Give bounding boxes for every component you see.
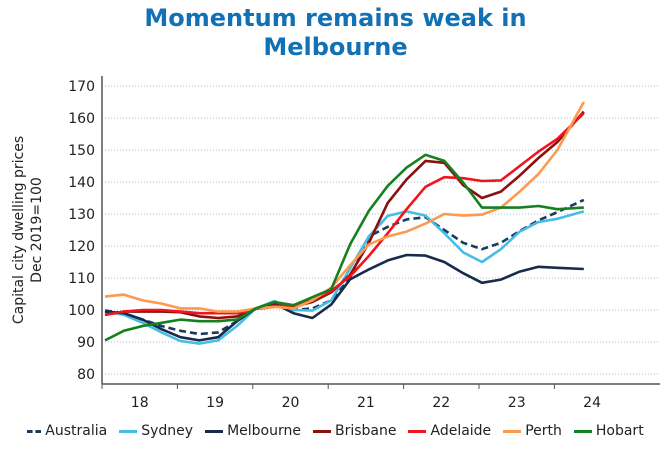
legend-label: Melbourne bbox=[227, 423, 301, 439]
legend-label: Sydney bbox=[141, 423, 194, 439]
legend-label: Perth bbox=[525, 423, 562, 439]
legend-swatch bbox=[205, 429, 224, 433]
series-line-australia bbox=[104, 198, 585, 336]
legend-label: Australia bbox=[45, 423, 108, 439]
y-tick-label: 90 bbox=[77, 335, 95, 351]
y-axis-label-line-2: Dec 2019=100 bbox=[29, 177, 45, 283]
y-tick-label: 150 bbox=[68, 143, 95, 159]
y-axis-label-line-1: Capital city dwelling prices bbox=[11, 136, 27, 324]
series-line-hobart bbox=[104, 153, 584, 342]
y-tick-label: 80 bbox=[77, 367, 95, 383]
chart-title-line-2: Melbourne bbox=[263, 33, 408, 61]
legend-swatch bbox=[408, 429, 427, 433]
x-tick-label: 18 bbox=[131, 395, 149, 411]
x-tick-label: 20 bbox=[282, 395, 300, 411]
y-tick-label: 160 bbox=[68, 111, 95, 127]
x-tick-label: 22 bbox=[432, 395, 450, 411]
y-tick-label: 120 bbox=[68, 239, 95, 255]
legend-item-hobart: Hobart bbox=[573, 423, 644, 439]
y-tick-label: 140 bbox=[68, 175, 95, 191]
y-tick-label: 100 bbox=[68, 303, 95, 319]
x-tick-label: 24 bbox=[583, 395, 601, 411]
legend-swatch bbox=[573, 429, 592, 433]
x-tick-label: 21 bbox=[357, 395, 375, 411]
chart-legend: Australia Sydney Melbourne Brisbane Adelaide… bbox=[0, 423, 671, 439]
legend-swatch bbox=[119, 429, 138, 433]
y-tick-label: 110 bbox=[68, 271, 95, 287]
x-tick-label: 23 bbox=[508, 395, 526, 411]
legend-label: Brisbane bbox=[334, 423, 397, 439]
legend-item-melbourne: Melbourne bbox=[205, 423, 301, 439]
legend-item-brisbane: Brisbane bbox=[312, 423, 397, 439]
chart-title-line-1: Momentum remains weak in bbox=[144, 4, 527, 32]
legend-label: Hobart bbox=[595, 423, 644, 439]
legend-label: Adelaide bbox=[430, 423, 492, 439]
series-line-adelaide bbox=[104, 112, 585, 317]
x-tick-label: 19 bbox=[206, 395, 224, 411]
legend-swatch bbox=[27, 429, 42, 433]
legend-item-adelaide: Adelaide bbox=[408, 423, 491, 439]
legend-item-sydney: Sydney bbox=[119, 423, 193, 439]
legend-item-australia: Australia bbox=[27, 423, 107, 439]
legend-item-perth: Perth bbox=[503, 423, 562, 439]
y-tick-label: 170 bbox=[68, 79, 95, 95]
series-line-melbourne bbox=[104, 253, 584, 342]
chart-title: Momentum remains weak in Melbourne bbox=[0, 4, 671, 62]
legend-swatch bbox=[503, 429, 522, 433]
series-line-sydney bbox=[104, 210, 585, 345]
legend-swatch bbox=[312, 429, 331, 433]
y-tick-label: 130 bbox=[68, 207, 95, 223]
